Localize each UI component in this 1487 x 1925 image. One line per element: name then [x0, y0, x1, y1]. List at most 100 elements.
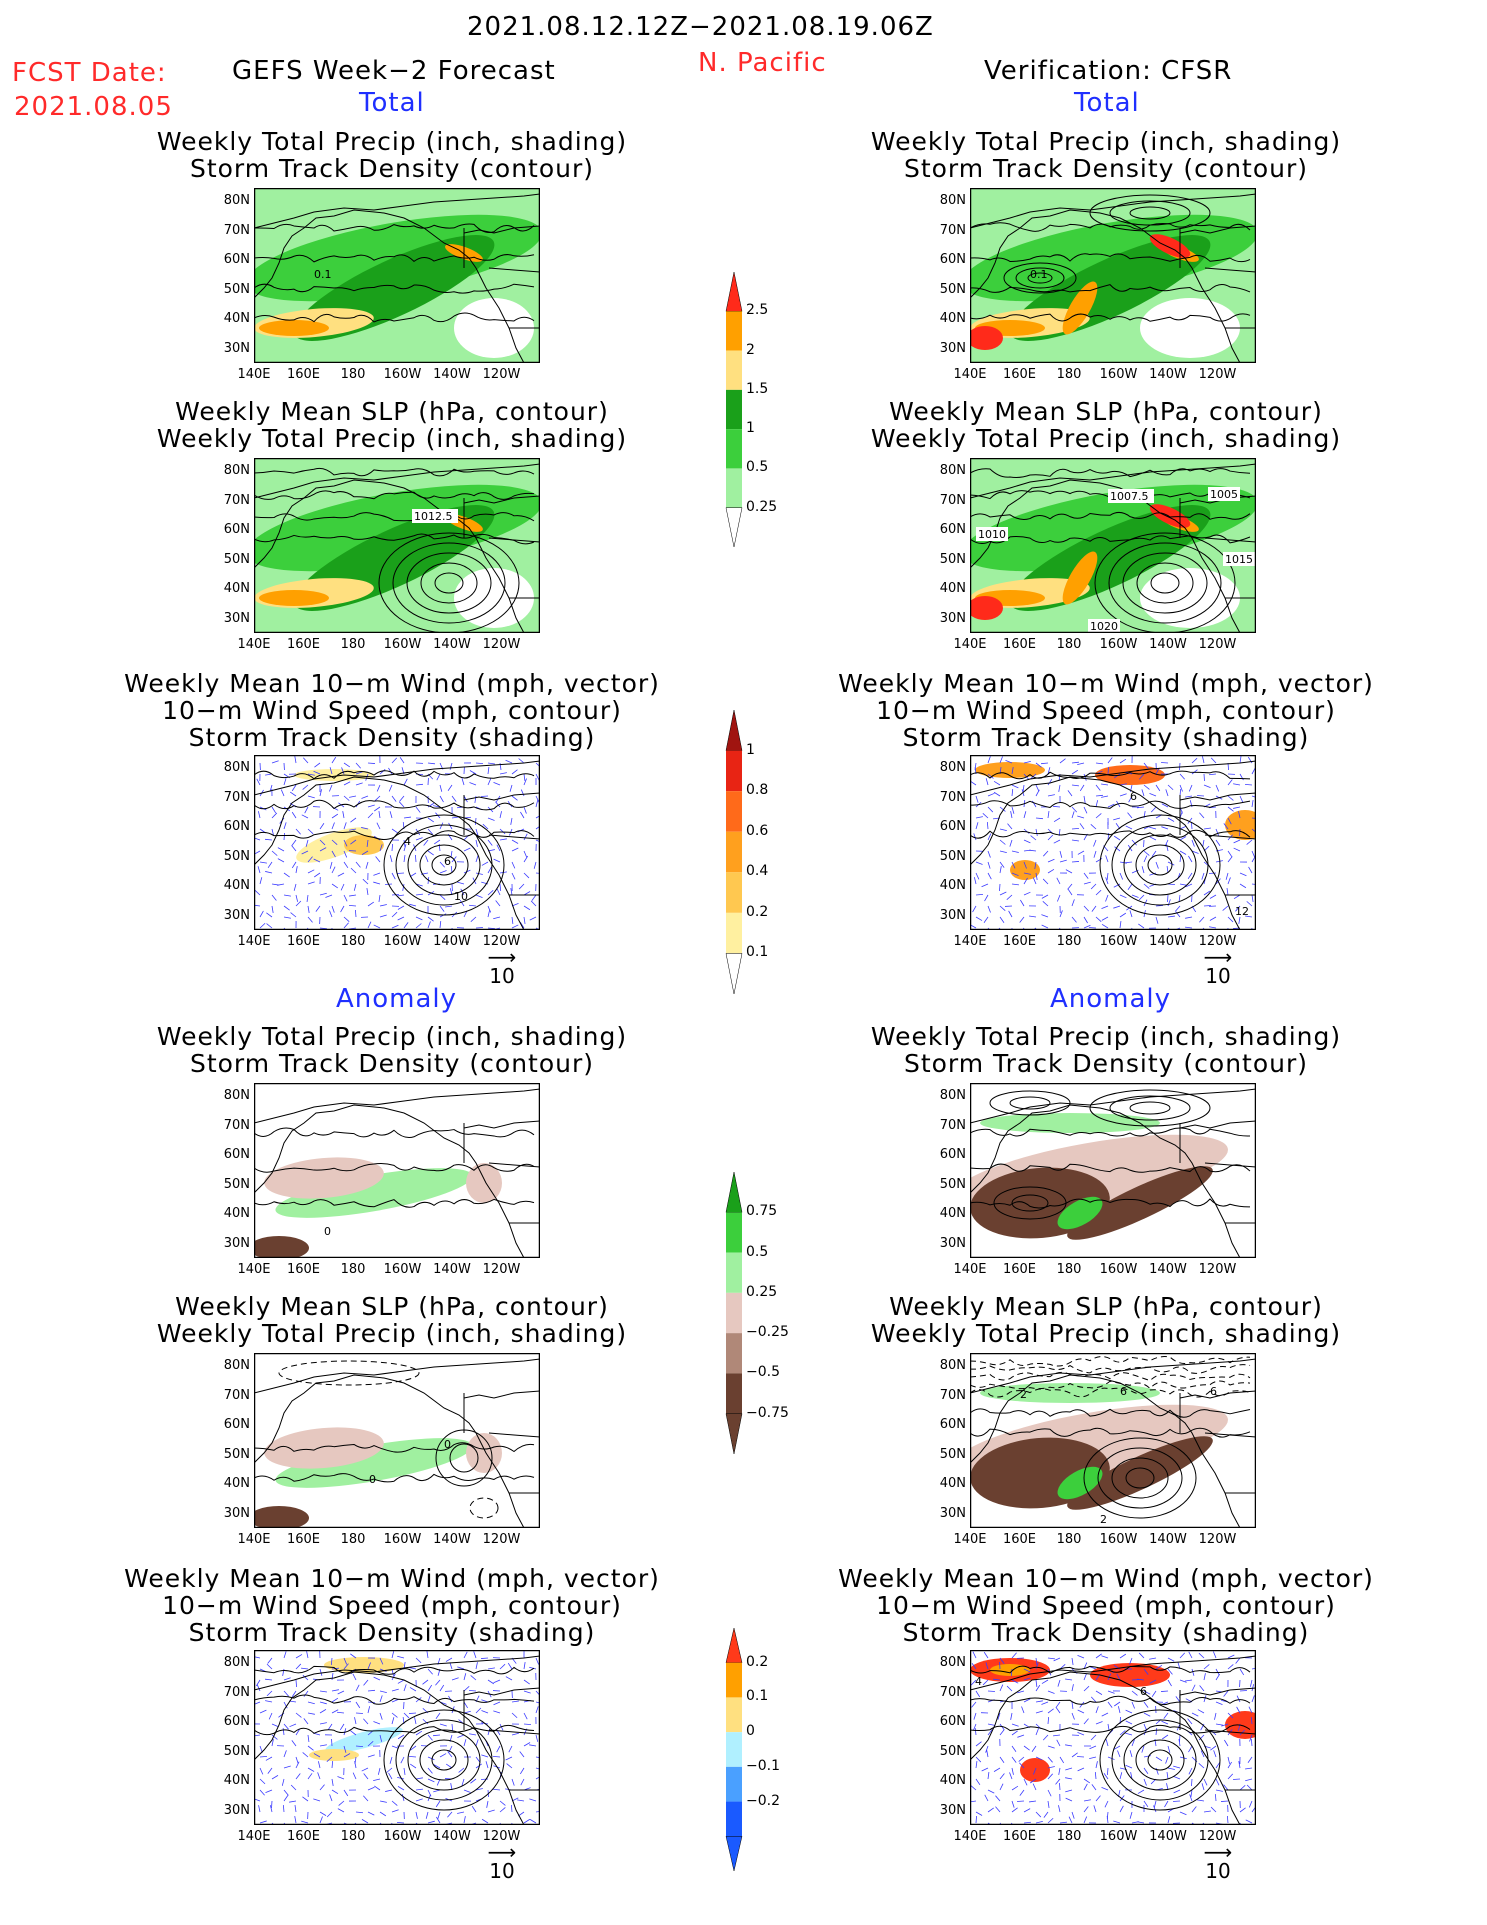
map-frame: [970, 755, 1256, 930]
contour-line: [989, 1090, 1071, 1116]
storm-anom-neg: [325, 1727, 403, 1753]
colorbar-label: −0.25: [746, 1324, 789, 1341]
lat-tick-label: 40N: [223, 1206, 250, 1221]
anom-wet: [275, 1168, 473, 1218]
contour-line: [254, 533, 535, 545]
lat-tick-label: 50N: [223, 1176, 250, 1192]
lat-tick-label: 80N: [223, 1655, 250, 1670]
vector-reference-value: 10: [1205, 1859, 1231, 1883]
panel-title-line: Weekly Mean SLP (hPa, contour): [175, 397, 609, 426]
lat-tick-label: 30N: [939, 340, 966, 356]
coastline: [254, 1358, 540, 1528]
colorbar-label: 1: [746, 741, 755, 758]
contour-line: [1109, 200, 1191, 226]
colorbar-label: 0.5: [746, 459, 769, 476]
colorbar-cap: [725, 953, 743, 995]
colorbar-segment: [726, 1697, 742, 1733]
vector-reference: ⟶ 10: [1198, 947, 1238, 988]
map-panel: 0: [254, 1083, 540, 1258]
panel-title: Weekly Mean SLP (hPa, contour) Weekly Tot…: [826, 398, 1386, 452]
contour-line: [1111, 1719, 1209, 1801]
lat-tick-label: 70N: [223, 1117, 250, 1133]
lat-tick-label: 80N: [939, 463, 966, 478]
map-panel: 2 6 6 2: [970, 1353, 1256, 1528]
colorbar-segment: [726, 1292, 742, 1334]
contour-line: [419, 1739, 469, 1781]
lon-tick-label: 140W: [433, 1532, 471, 1547]
colorbar-segment: [726, 1766, 742, 1802]
contour-label: 4: [404, 835, 411, 848]
lat-tick-label: 70N: [223, 789, 250, 805]
contour-label-slp: 1020: [1090, 620, 1118, 633]
contour-line: [970, 1163, 1251, 1173]
precip-intense: [259, 320, 329, 336]
lon-tick-label: 180: [1056, 367, 1082, 382]
vector-reference-arrow-icon: ⟶: [1203, 1840, 1233, 1864]
panel-title: Weekly Mean SLP (hPa, contour) Weekly Tot…: [112, 398, 672, 452]
panel-title-line: Storm Track Density (contour): [903, 1049, 1309, 1078]
verification-title: Verification: CFSR: [984, 56, 1233, 86]
coastline: [970, 1358, 1256, 1528]
fcst-date-value: 2021.08.05: [14, 92, 173, 122]
map-panel: 1007.5 1005 1010 1015 1020: [970, 458, 1256, 633]
contour-label-slp: 1005: [1210, 488, 1238, 501]
lon-tick-label: 140E: [237, 367, 271, 382]
colorbar-label: −0.5: [746, 1364, 780, 1381]
lon-tick-label: 180: [340, 367, 366, 382]
contour-line: [970, 800, 1251, 809]
anom-very-dry-band: [1067, 1166, 1213, 1240]
panel-title-line: Weekly Mean 10−m Wind (mph, vector): [838, 669, 1374, 698]
colorbar-segment: [726, 912, 742, 954]
lat-tick-label: 50N: [223, 1446, 250, 1462]
contour-line: [449, 1443, 479, 1473]
map-frame: [970, 1650, 1256, 1825]
map-frame: [254, 1083, 540, 1258]
anom-wet-north: [980, 1113, 1160, 1133]
lat-tick-label: 40N: [223, 311, 250, 326]
dry-area: [1140, 298, 1240, 358]
lat-tick-label: 50N: [939, 551, 966, 567]
contour-label: 2: [1100, 1513, 1107, 1526]
lon-tick-label: 160W: [383, 934, 422, 949]
lon-tick-label: 160E: [1002, 367, 1037, 382]
contour-label: 0.1: [314, 268, 332, 281]
colorbar-precip-total: [725, 272, 743, 548]
lon-tick-label: 140W: [1149, 1262, 1187, 1277]
colorbar-segment: [726, 350, 742, 390]
contour-line: [1099, 1709, 1221, 1811]
colorbar-storm-total: [725, 710, 743, 995]
coastline: [970, 193, 1256, 363]
lat-tick-label: 40N: [939, 1476, 966, 1491]
vector-reference: ⟶ 10: [1198, 1840, 1238, 1883]
contour-line: [254, 512, 535, 522]
lon-tick-label: 140E: [237, 1532, 271, 1547]
contour-line: [1147, 854, 1173, 876]
lat-tick-label: 30N: [939, 610, 966, 626]
panel-title: Weekly Total Precip (inch, shading) Storm…: [826, 128, 1386, 182]
contour-line: [254, 1694, 535, 1705]
lon-tick-label: 160W: [383, 637, 422, 652]
panel-title-line: Weekly Mean 10−m Wind (mph, vector): [124, 1564, 660, 1593]
panel-title: Weekly Total Precip (inch, shading) Storm…: [112, 128, 672, 182]
map-panel: 6 12: [970, 755, 1256, 930]
lat-tick-label: 50N: [223, 848, 250, 864]
lon-tick-label: 160W: [383, 1829, 422, 1844]
lat-tick-label: 60N: [223, 252, 250, 267]
contour-label: 10: [454, 890, 468, 903]
map-frame: [970, 188, 1256, 363]
contour-line: [1135, 844, 1185, 886]
panel-title-line: Weekly Mean 10−m Wind (mph, vector): [124, 669, 660, 698]
contour-label-slp: 1012.5: [414, 510, 453, 523]
contour-label: 0: [324, 1225, 331, 1238]
storm-density-mod: [975, 762, 1045, 778]
lon-tick-label: 140W: [433, 367, 471, 382]
period-title: 2021.08.12.12Z−2021.08.19.06Z: [467, 12, 934, 42]
contour-line: [1150, 572, 1180, 594]
panel-title: Weekly Total Precip (inch, shading) Storm…: [112, 1023, 672, 1077]
lon-tick-label: 120W: [482, 637, 521, 652]
contour-line: [431, 854, 457, 876]
lat-tick-label: 80N: [223, 1358, 250, 1373]
panel-title-line: Weekly Total Precip (inch, shading): [156, 127, 628, 156]
panel-title-line: Storm Track Density (contour): [189, 154, 595, 183]
contour-line: [254, 490, 535, 500]
